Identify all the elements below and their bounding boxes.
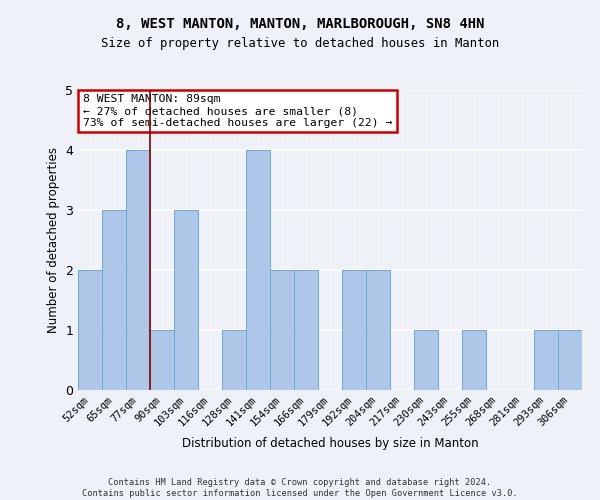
Text: Size of property relative to detached houses in Manton: Size of property relative to detached ho…	[101, 38, 499, 51]
Bar	[150, 330, 174, 390]
Bar	[78, 270, 102, 390]
Bar	[342, 270, 366, 390]
Text: 8, WEST MANTON, MANTON, MARLBOROUGH, SN8 4HN: 8, WEST MANTON, MANTON, MARLBOROUGH, SN8…	[116, 18, 484, 32]
Bar	[126, 150, 150, 390]
Bar	[414, 330, 438, 390]
Bar	[366, 270, 390, 390]
Bar	[294, 270, 318, 390]
Bar	[534, 330, 558, 390]
Text: Contains HM Land Registry data © Crown copyright and database right 2024.
Contai: Contains HM Land Registry data © Crown c…	[82, 478, 518, 498]
Bar	[462, 330, 486, 390]
Bar	[270, 270, 294, 390]
Bar	[558, 330, 582, 390]
Bar	[246, 150, 270, 390]
Bar	[174, 210, 198, 390]
Y-axis label: Number of detached properties: Number of detached properties	[47, 147, 59, 333]
Text: 8 WEST MANTON: 89sqm
← 27% of detached houses are smaller (8)
73% of semi-detach: 8 WEST MANTON: 89sqm ← 27% of detached h…	[83, 94, 392, 128]
Bar	[102, 210, 126, 390]
X-axis label: Distribution of detached houses by size in Manton: Distribution of detached houses by size …	[182, 437, 478, 450]
Bar	[222, 330, 246, 390]
